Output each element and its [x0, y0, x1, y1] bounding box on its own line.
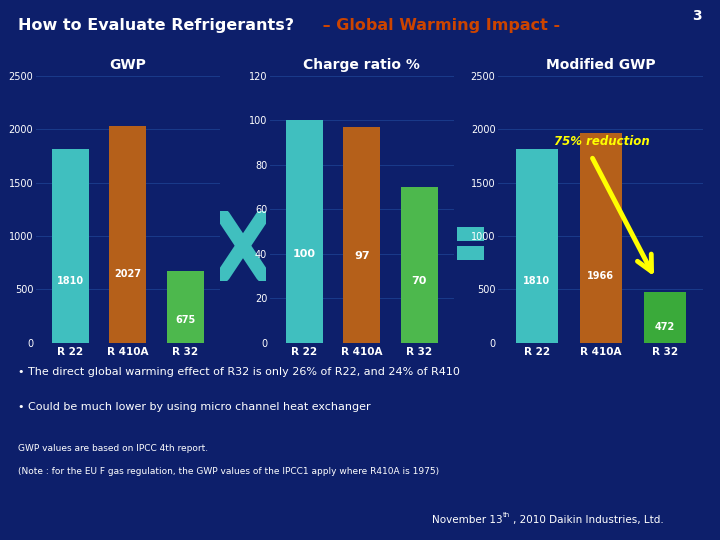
Title: GWP: GWP	[109, 58, 146, 72]
Text: • Could be much lower by using micro channel heat exchanger: • Could be much lower by using micro cha…	[18, 402, 371, 412]
Bar	[400, 187, 438, 343]
Text: 675: 675	[175, 315, 195, 325]
Bar	[516, 150, 557, 343]
Title: Modified GWP: Modified GWP	[546, 58, 656, 72]
Text: November 13: November 13	[432, 515, 503, 525]
Bar	[109, 126, 146, 343]
Text: 1966: 1966	[588, 271, 614, 281]
Text: 2027: 2027	[114, 268, 141, 279]
Text: 97: 97	[354, 252, 369, 261]
Text: th: th	[503, 512, 510, 518]
Text: How to Evaluate Refrigerants?: How to Evaluate Refrigerants?	[18, 18, 294, 33]
Bar	[457, 246, 485, 260]
Bar	[457, 227, 485, 241]
Text: GWP values are based on IPCC 4th report.: GWP values are based on IPCC 4th report.	[18, 444, 208, 453]
Text: 100: 100	[293, 249, 316, 259]
Text: 1810: 1810	[57, 276, 84, 286]
Bar	[644, 293, 686, 343]
Bar	[166, 271, 204, 343]
Text: 3: 3	[693, 9, 702, 23]
Text: 75% reduction: 75% reduction	[554, 135, 649, 148]
Text: – Global Warming Impact -: – Global Warming Impact -	[317, 18, 560, 33]
Text: 70: 70	[412, 275, 427, 286]
Bar	[286, 120, 323, 343]
Text: 1810: 1810	[523, 276, 550, 286]
Text: • The direct global warming effect of R32 is only 26% of R22, and 24% of R410: • The direct global warming effect of R3…	[18, 367, 460, 377]
Text: (Note : for the EU F gas regulation, the GWP values of the IPCC1 apply where R41: (Note : for the EU F gas regulation, the…	[18, 467, 439, 476]
Bar	[52, 150, 89, 343]
Text: , 2010 Daikin Industries, Ltd.: , 2010 Daikin Industries, Ltd.	[513, 515, 663, 525]
Bar	[343, 127, 380, 343]
Bar	[580, 133, 621, 343]
Text: 472: 472	[655, 322, 675, 332]
Title: Charge ratio %: Charge ratio %	[303, 58, 420, 72]
